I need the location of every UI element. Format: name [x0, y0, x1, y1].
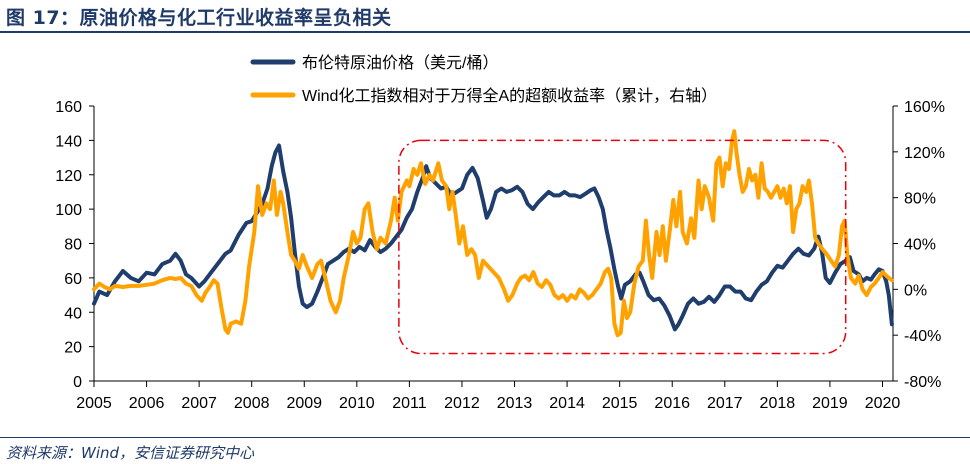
y-tick-label: 40	[64, 305, 82, 322]
x-tick-label: 2011	[392, 395, 427, 412]
header-rule	[0, 31, 970, 33]
x-tick-label: 2019	[812, 395, 848, 412]
oil-price-line	[92, 143, 894, 332]
x-tick-label: 2012	[444, 395, 480, 412]
y-tick-label: 100	[55, 202, 82, 219]
y-tick-label: 140	[55, 133, 82, 150]
y2-tick-label: -80%	[904, 374, 941, 391]
figure-title: 图 17：原油价格与化工行业收益率呈负相关	[6, 7, 392, 29]
x-tick-label: 2020	[865, 395, 901, 412]
y-tick-label: 0	[73, 374, 82, 391]
x-tick-label: 2017	[707, 395, 743, 412]
x-tick-label: 2018	[760, 395, 796, 412]
x-tick-label: 2016	[654, 395, 690, 412]
y-tick-label: 80	[64, 237, 82, 254]
y-tick-label: 60	[64, 271, 82, 288]
legend-oil-label: 布伦特原油价格（美元/桶）	[302, 54, 498, 72]
y-tick-label: 20	[64, 340, 82, 357]
x-tick-label: 2008	[234, 395, 270, 412]
x-tick-label: 2014	[549, 395, 585, 412]
x-tick-label: 2010	[339, 395, 375, 412]
x-tick-label: 2015	[602, 395, 638, 412]
x-tick-label: 2005	[76, 395, 112, 412]
x-tick-label: 2009	[286, 395, 322, 412]
y2-tick-label: -40%	[904, 328, 941, 345]
x-tick-label: 2006	[129, 395, 165, 412]
legend-excess-label: Wind化工指数相对于万得全A的超额收益率（累计，右轴）	[302, 87, 717, 105]
x-tick-label: 2013	[497, 395, 533, 412]
y-tick-label: 160	[55, 99, 82, 116]
y-tick-label: 120	[55, 168, 82, 185]
excess-return-line	[92, 129, 894, 338]
y2-tick-label: 40%	[904, 237, 936, 254]
footer-rule	[0, 437, 970, 438]
source-note: 资料来源：Wind，安信证券研究中心	[6, 444, 255, 462]
y2-tick-label: 120%	[904, 145, 945, 162]
y2-tick-label: 0%	[904, 282, 927, 299]
y2-tick-label: 80%	[904, 191, 936, 208]
y2-tick-label: 160%	[904, 99, 945, 116]
x-tick-label: 2007	[181, 395, 217, 412]
highlight-box	[398, 139, 847, 355]
